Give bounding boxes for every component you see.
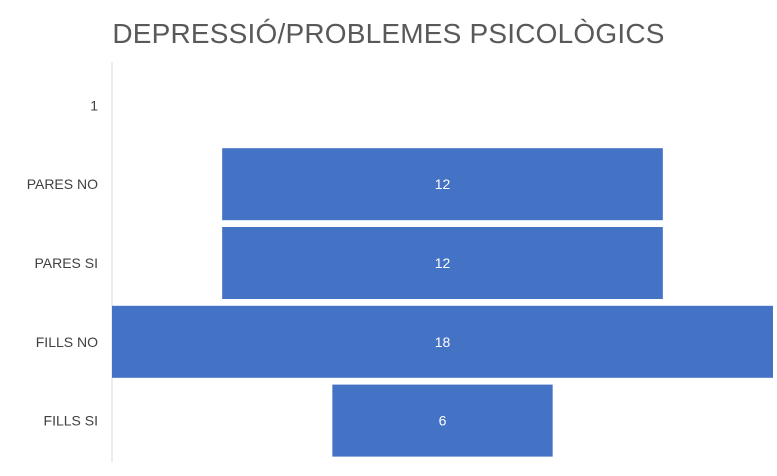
bar-pares-si	[222, 227, 663, 299]
bar-fills-no	[112, 305, 773, 378]
bar-fills-si	[332, 384, 553, 457]
category-label-1: 1	[90, 97, 98, 113]
bar-pares-no	[222, 148, 663, 221]
category-label-fills-no: FILLS NO	[36, 334, 98, 350]
data-label-fills-si: 6	[439, 413, 447, 429]
category-label-pares-si: PARES SI	[34, 255, 98, 271]
category-label-fills-si: FILLS SI	[44, 413, 98, 429]
chart-title: DEPRESSIÓ/PROBLEMES PSICOLÒGICS	[112, 18, 665, 49]
data-label-pares-no: 12	[435, 176, 451, 192]
data-label-fills-no: 18	[435, 334, 451, 350]
category-label-pares-no: PARES NO	[27, 176, 98, 192]
data-label-pares-si: 12	[435, 255, 451, 271]
